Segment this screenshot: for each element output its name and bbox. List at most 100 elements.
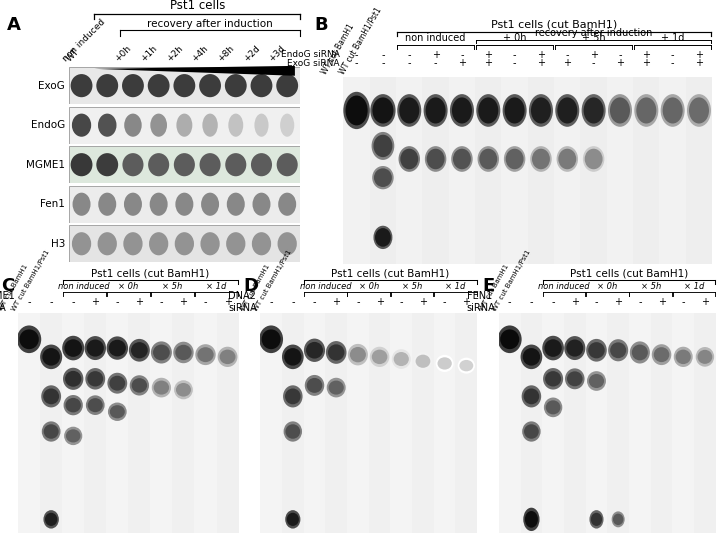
Text: +: +: [642, 50, 650, 60]
Bar: [150, 313, 173, 533]
Ellipse shape: [661, 94, 685, 127]
Ellipse shape: [174, 380, 193, 399]
Text: non induced: non induced: [406, 33, 466, 43]
Ellipse shape: [346, 96, 368, 125]
Ellipse shape: [307, 378, 322, 393]
Ellipse shape: [43, 348, 60, 366]
Ellipse shape: [392, 349, 411, 369]
Ellipse shape: [613, 514, 623, 525]
Ellipse shape: [630, 341, 650, 363]
Ellipse shape: [72, 193, 90, 216]
Ellipse shape: [251, 153, 272, 176]
Ellipse shape: [124, 232, 142, 255]
Ellipse shape: [610, 343, 626, 358]
Ellipse shape: [479, 149, 497, 169]
Bar: [521, 313, 542, 533]
Bar: [343, 77, 369, 264]
Ellipse shape: [110, 405, 125, 418]
Text: +: +: [642, 58, 650, 68]
Ellipse shape: [200, 153, 221, 176]
Bar: [564, 313, 586, 533]
Text: +: +: [135, 297, 143, 307]
Text: +: +: [332, 297, 341, 307]
Ellipse shape: [636, 97, 656, 124]
Text: +: +: [570, 297, 579, 307]
Text: WT cut BamH1: WT cut BamH1: [479, 264, 510, 312]
Ellipse shape: [251, 74, 273, 97]
Ellipse shape: [523, 389, 539, 404]
Text: × 0h: × 0h: [118, 282, 139, 291]
Ellipse shape: [459, 360, 474, 371]
Ellipse shape: [589, 510, 604, 529]
Text: -: -: [291, 297, 294, 307]
Bar: [18, 313, 40, 533]
Ellipse shape: [401, 149, 418, 169]
Text: C: C: [1, 277, 14, 295]
Bar: [106, 313, 129, 533]
Ellipse shape: [523, 508, 539, 531]
Ellipse shape: [96, 74, 118, 97]
Ellipse shape: [436, 355, 453, 372]
Ellipse shape: [416, 355, 430, 368]
Text: -: -: [49, 297, 53, 307]
Bar: [607, 77, 633, 264]
Bar: [369, 313, 390, 533]
Ellipse shape: [154, 380, 169, 395]
Bar: [396, 77, 422, 264]
Ellipse shape: [525, 511, 538, 528]
Bar: [672, 313, 694, 533]
Ellipse shape: [175, 232, 194, 255]
Bar: [542, 313, 564, 533]
Text: -: -: [552, 297, 555, 307]
Text: -: -: [638, 297, 641, 307]
Ellipse shape: [252, 193, 270, 216]
Ellipse shape: [98, 114, 116, 137]
Ellipse shape: [654, 347, 669, 362]
Ellipse shape: [612, 511, 625, 528]
Ellipse shape: [583, 146, 604, 172]
Text: +: +: [223, 297, 231, 307]
Bar: [607, 313, 629, 533]
Ellipse shape: [374, 169, 392, 187]
Ellipse shape: [557, 146, 578, 172]
Text: × 1d: × 1d: [684, 282, 704, 291]
Ellipse shape: [610, 97, 630, 124]
Ellipse shape: [262, 329, 281, 349]
Text: -: -: [204, 297, 208, 307]
Text: E: E: [482, 277, 495, 295]
Text: -: -: [160, 297, 163, 307]
Ellipse shape: [452, 97, 472, 124]
Ellipse shape: [147, 74, 170, 97]
Ellipse shape: [500, 329, 519, 349]
Ellipse shape: [374, 135, 393, 157]
Text: -: -: [355, 50, 359, 60]
Text: +: +: [537, 58, 545, 68]
Ellipse shape: [532, 149, 550, 169]
Text: recovery after induction: recovery after induction: [535, 28, 652, 38]
Text: non induced: non induced: [59, 282, 110, 291]
Ellipse shape: [129, 339, 150, 362]
Ellipse shape: [372, 132, 394, 160]
Bar: [62, 313, 85, 533]
Text: +: +: [458, 58, 466, 68]
Bar: [369, 77, 396, 264]
Text: WT cut BamH1/Pst1: WT cut BamH1/Pst1: [492, 249, 531, 312]
Bar: [422, 77, 449, 264]
Text: + 0h: + 0h: [503, 33, 526, 43]
Ellipse shape: [555, 94, 579, 127]
Ellipse shape: [326, 341, 346, 364]
Ellipse shape: [306, 342, 323, 358]
Ellipse shape: [72, 232, 91, 255]
Ellipse shape: [108, 373, 127, 394]
Text: ExoG: ExoG: [38, 81, 65, 91]
Bar: [260, 313, 282, 533]
Ellipse shape: [608, 339, 628, 361]
Text: MGME1
siRNA: MGME1 siRNA: [0, 291, 14, 313]
Ellipse shape: [129, 376, 149, 395]
Ellipse shape: [132, 378, 147, 393]
Ellipse shape: [425, 146, 446, 172]
Text: +: +: [537, 50, 545, 60]
Ellipse shape: [226, 232, 245, 255]
Ellipse shape: [652, 344, 672, 365]
Ellipse shape: [698, 350, 712, 364]
